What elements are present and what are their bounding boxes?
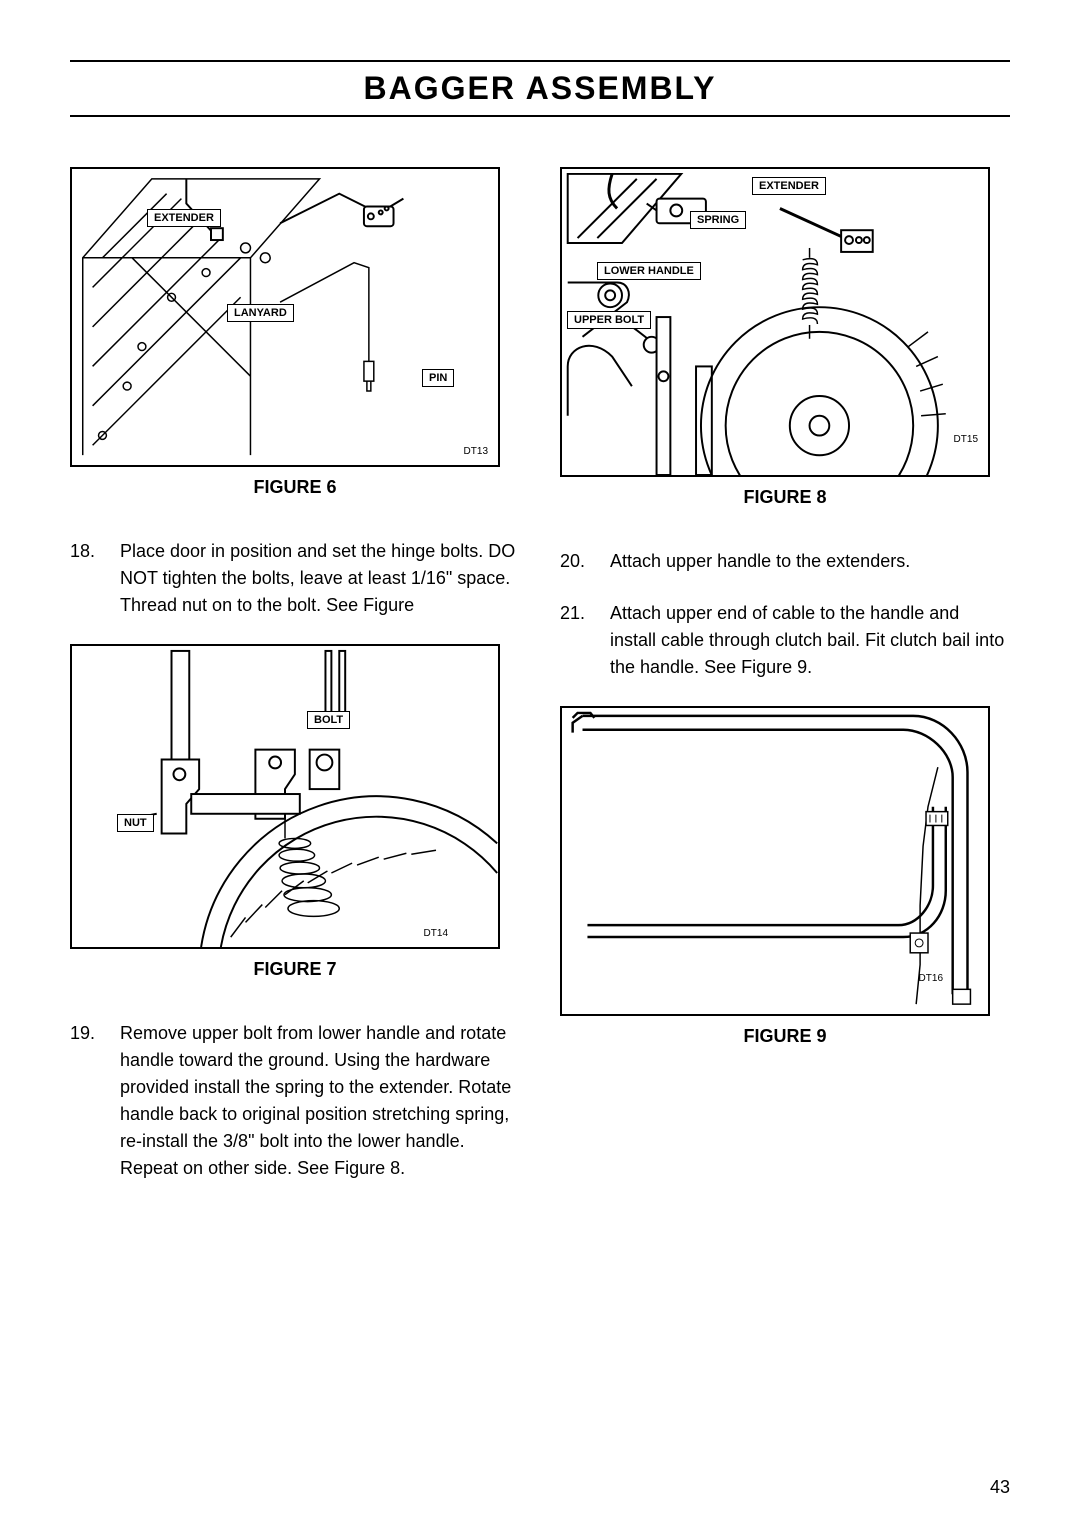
figure-7-caption: FIGURE 7 xyxy=(70,959,520,980)
instruction-num: 18. xyxy=(70,538,120,619)
figure-9-box: DT16 xyxy=(560,706,990,1016)
figure-9-diagram xyxy=(562,708,988,1014)
instruction-text: Attach upper handle to the extenders. xyxy=(610,548,1010,575)
instructions-left-1: 18. Place door in position and set the h… xyxy=(70,538,520,619)
page-number: 43 xyxy=(990,1477,1010,1498)
corner-label-fig6: DT13 xyxy=(464,446,488,457)
label-pin: PIN xyxy=(422,369,454,387)
figure-9-caption: FIGURE 9 xyxy=(560,1026,1010,1047)
label-lower-handle: LOWER HANDLE xyxy=(597,262,701,280)
figure-8-box: EXTENDER SPRING LOWER HANDLE UPPER BOLT … xyxy=(560,167,990,477)
instruction-num: 21. xyxy=(560,600,610,681)
instruction-num: 19. xyxy=(70,1020,120,1182)
label-bolt: BOLT xyxy=(307,711,350,729)
page-header: BAGGER ASSEMBLY xyxy=(70,60,1010,117)
instructions-left-2: 19. Remove upper bolt from lower handle … xyxy=(70,1020,520,1182)
instructions-right: 20. Attach upper handle to the extenders… xyxy=(560,548,1010,681)
corner-label-fig9: DT16 xyxy=(919,973,943,984)
instruction-text: Place door in position and set the hinge… xyxy=(120,538,520,619)
instruction-text: Remove upper bolt from lower handle and … xyxy=(120,1020,520,1182)
instruction-20: 20. Attach upper handle to the extenders… xyxy=(560,548,1010,575)
label-extender: EXTENDER xyxy=(752,177,826,195)
instruction-num: 20. xyxy=(560,548,610,575)
label-extender: EXTENDER xyxy=(147,209,221,227)
instruction-text: Attach upper end of cable to the handle … xyxy=(610,600,1010,681)
instruction-18: 18. Place door in position and set the h… xyxy=(70,538,520,619)
corner-label-fig8: DT15 xyxy=(954,434,978,445)
label-spring: SPRING xyxy=(690,211,746,229)
figure-8-caption: FIGURE 8 xyxy=(560,487,1010,508)
figure-7-box: BOLT NUT DT14 xyxy=(70,644,500,949)
content-area: EXTENDER LANYARD PIN DT13 FIGURE 6 18. P… xyxy=(70,167,1010,1207)
page-title: BAGGER ASSEMBLY xyxy=(70,70,1010,107)
figure-6-caption: FIGURE 6 xyxy=(70,477,520,498)
instruction-21: 21. Attach upper end of cable to the han… xyxy=(560,600,1010,681)
instruction-19: 19. Remove upper bolt from lower handle … xyxy=(70,1020,520,1182)
right-column: EXTENDER SPRING LOWER HANDLE UPPER BOLT … xyxy=(560,167,1010,1207)
label-lanyard: LANYARD xyxy=(227,304,294,322)
label-nut: NUT xyxy=(117,814,154,832)
figure-7-diagram xyxy=(72,646,498,947)
corner-label-fig7: DT14 xyxy=(424,928,448,939)
left-column: EXTENDER LANYARD PIN DT13 FIGURE 6 18. P… xyxy=(70,167,520,1207)
label-upper-bolt: UPPER BOLT xyxy=(567,311,651,329)
figure-6-box: EXTENDER LANYARD PIN DT13 xyxy=(70,167,500,467)
